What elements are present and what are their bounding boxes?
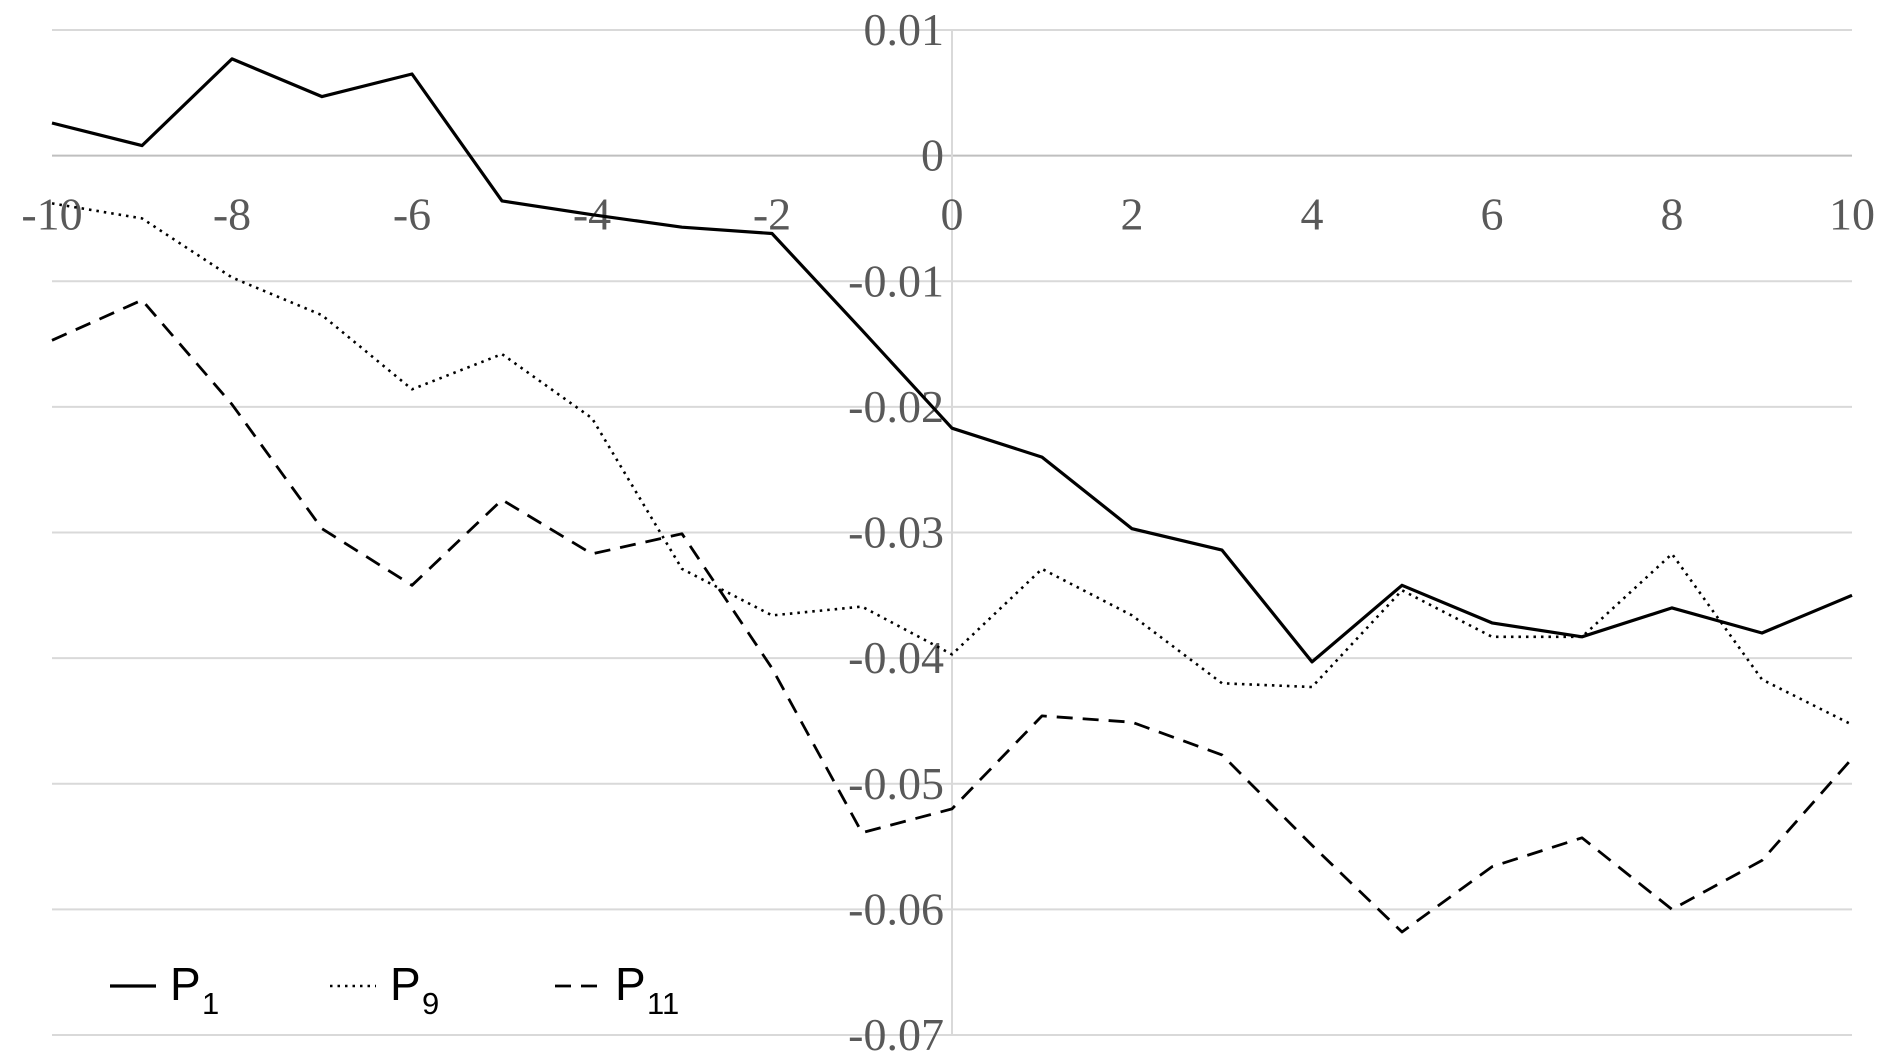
y-tick-label: 0.01 [864, 4, 945, 55]
y-tick-labels: 0.01 0 -0.01 -0.02 -0.03 -0.04 -0.05 -0.06 -0.07 [848, 4, 944, 1060]
series-lines [51, 57, 1854, 934]
series-line-p9 [51, 202, 1853, 726]
x-tick-label: 6 [1481, 189, 1504, 240]
x-tick-labels: -10 -8 -6 -4 -2 0 2 4 6 8 10 [21, 189, 1875, 240]
series-line-p1 [51, 57, 1853, 664]
y-tick-label: -0.02 [848, 381, 944, 432]
y-tick-label: 0 [921, 130, 944, 181]
legend: P 1 P 9 P 11 [110, 958, 679, 1021]
y-tick-label: -0.01 [848, 255, 944, 306]
legend-subscript: 1 [202, 986, 219, 1021]
legend-label: P [615, 958, 646, 1010]
x-tick-label: 4 [1301, 189, 1324, 240]
x-tick-label: 2 [1121, 189, 1144, 240]
y-tick-label: -0.06 [848, 883, 944, 934]
y-tick-label: -0.03 [848, 507, 944, 558]
y-tick-label: -0.05 [848, 758, 944, 809]
x-tick-label: -8 [213, 189, 251, 240]
y-tick-label: -0.04 [848, 632, 944, 683]
x-tick-label: -10 [21, 189, 82, 240]
x-tick-label: 8 [1661, 189, 1684, 240]
y-tick-label: -0.07 [848, 1009, 944, 1060]
x-tick-label: -6 [393, 189, 431, 240]
legend-subscript: 11 [647, 986, 679, 1021]
series-line-p11 [51, 298, 1854, 934]
x-tick-label: 10 [1829, 189, 1875, 240]
x-tick-label: 0 [941, 189, 964, 240]
legend-label: P [170, 958, 201, 1010]
legend-label: P [390, 958, 421, 1010]
legend-subscript: 9 [422, 986, 439, 1021]
